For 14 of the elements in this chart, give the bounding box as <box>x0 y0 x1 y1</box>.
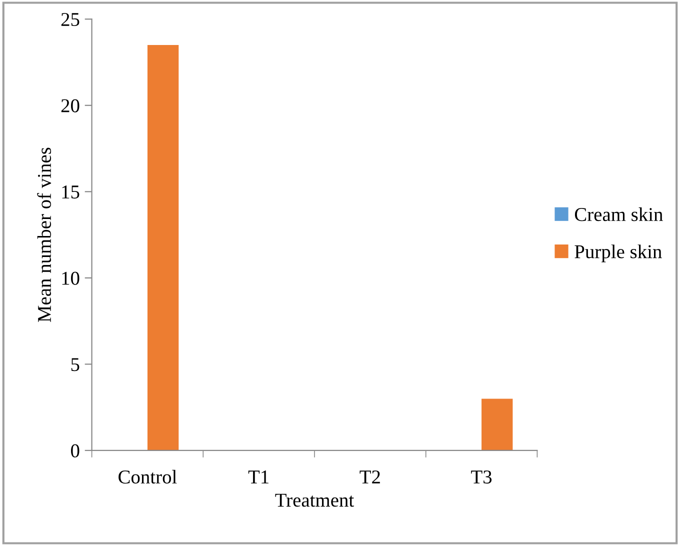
y-tick-label: 15 <box>62 186 80 199</box>
y-tick-label: 25 <box>61 12 80 26</box>
y-tick-label: 10 <box>62 272 80 285</box>
legend-label: Purple skin <box>574 244 662 262</box>
x-tick-label: Control <box>118 470 177 484</box>
x-tick-label: T1 <box>248 470 268 484</box>
x-axis-title: Treatment <box>275 494 354 507</box>
y-tick-label: 0 <box>71 444 80 458</box>
y-tick-label: 20 <box>61 99 80 112</box>
x-tick-label: T2 <box>360 470 380 484</box>
y-axis-title: Mean number of vines <box>37 148 52 322</box>
y-tick-label: 5 <box>71 358 80 372</box>
legend-label: Cream skin <box>574 207 663 222</box>
x-tick-label: T3 <box>471 470 492 484</box>
